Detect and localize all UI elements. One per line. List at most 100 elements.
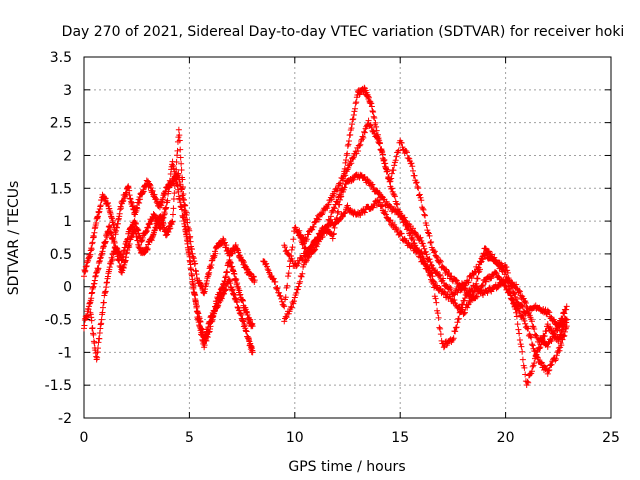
data-point: [378, 203, 385, 210]
data-point: [280, 302, 287, 309]
data-point: [563, 323, 570, 330]
grid-lines: [84, 57, 611, 418]
data-point: [434, 254, 441, 261]
x-tick-label: 15: [391, 430, 409, 446]
data-point: [416, 191, 423, 198]
data-point: [381, 156, 388, 163]
data-point: [518, 343, 525, 350]
data-point: [300, 240, 307, 247]
data-point: [453, 324, 460, 331]
data-point: [81, 273, 87, 280]
data-point: [284, 282, 291, 289]
series-track-6: [281, 196, 570, 389]
series-track-7: [296, 84, 570, 377]
data-point: [545, 367, 552, 374]
data-point: [427, 239, 434, 246]
data-point: [212, 250, 219, 257]
data-point: [550, 328, 557, 335]
data-point: [552, 357, 559, 364]
data-point: [513, 301, 520, 308]
data-point: [398, 230, 405, 237]
data-point: [528, 334, 535, 341]
data-point: [432, 295, 439, 302]
data-point: [97, 202, 104, 209]
data-point: [297, 235, 304, 242]
data-point: [278, 295, 285, 302]
data-point: [331, 224, 338, 231]
data-point: [451, 291, 458, 298]
data-point: [382, 164, 389, 171]
data-point: [561, 328, 568, 335]
data-point: [562, 325, 569, 332]
data-point: [336, 196, 343, 203]
data-point: [425, 229, 432, 236]
data-point: [175, 126, 182, 133]
data-point: [527, 333, 534, 340]
data-point: [428, 239, 435, 246]
series-track-3: [87, 126, 256, 363]
data-point: [514, 321, 521, 328]
data-point: [516, 330, 523, 337]
data-point: [329, 235, 336, 242]
data-point: [167, 225, 174, 232]
data-point: [189, 276, 196, 283]
data-point: [263, 260, 270, 267]
data-point: [361, 129, 368, 136]
data-point: [249, 349, 256, 356]
data-point: [502, 282, 509, 289]
y-tick-label: 1: [63, 214, 72, 230]
data-point: [524, 305, 531, 312]
data-point: [339, 177, 346, 184]
data-point: [521, 364, 528, 371]
data-point: [409, 225, 416, 232]
data-point: [437, 331, 444, 338]
data-point: [475, 269, 482, 276]
data-point: [170, 205, 177, 212]
data-point: [88, 317, 95, 324]
data-point: [184, 238, 191, 245]
data-point: [348, 160, 355, 167]
data-point: [386, 176, 393, 183]
data-point: [285, 251, 292, 258]
data-point: [420, 206, 427, 213]
data-point: [396, 208, 403, 215]
data-point: [437, 258, 444, 265]
data-point: [120, 253, 127, 260]
data-point: [173, 159, 180, 166]
data-point: [167, 177, 174, 184]
data-point: [192, 260, 199, 267]
data-point: [370, 184, 377, 191]
data-point: [95, 265, 102, 272]
data-point: [163, 204, 170, 211]
data-point: [274, 284, 281, 291]
data-point: [365, 117, 372, 124]
y-axis-label: SDTVAR / TECUs: [6, 181, 22, 296]
data-point: [391, 162, 398, 169]
data-point: [371, 115, 378, 122]
data-point: [352, 105, 359, 112]
data-point: [516, 288, 523, 295]
data-point: [426, 232, 433, 239]
data-point: [522, 299, 529, 306]
data-point: [179, 176, 186, 183]
data-point: [328, 196, 335, 203]
data-point: [427, 272, 434, 279]
data-point: [283, 314, 290, 321]
data-point: [528, 318, 535, 325]
data-point: [413, 179, 420, 186]
data-point: [182, 202, 189, 209]
data-point: [434, 310, 441, 317]
data-point: [335, 208, 342, 215]
data-point: [451, 296, 458, 303]
data-point: [464, 304, 471, 311]
data-point: [370, 204, 377, 211]
data-point: [546, 309, 553, 316]
data-point: [534, 354, 541, 361]
data-point: [528, 368, 535, 375]
data-point: [290, 236, 297, 243]
data-point: [193, 308, 200, 315]
data-point: [413, 179, 420, 186]
data-point: [545, 340, 552, 347]
data-point: [282, 244, 289, 251]
y-tick-label: 2.5: [50, 116, 72, 132]
